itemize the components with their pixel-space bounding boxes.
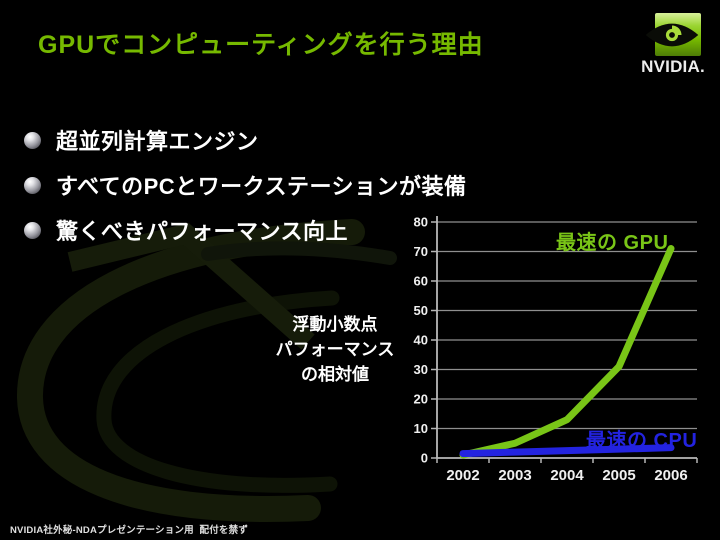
y-axis-title-line: パフォーマンス xyxy=(275,340,395,359)
performance-chart: 0 10 20 30 40 50 60 70 80 2002 2003 2004 2005 2006 xyxy=(414,215,698,484)
slide-title: GPUでコンピューティングを行う理由 xyxy=(38,31,484,59)
cpu-series-label: 最速の CPU xyxy=(586,430,698,452)
svg-text:60: 60 xyxy=(414,274,428,289)
list-item: 超並列計算エンジン xyxy=(24,128,467,154)
sphere-bullet-icon xyxy=(24,131,41,149)
svg-text:20: 20 xyxy=(414,392,428,407)
nvidia-logo-box xyxy=(645,13,701,56)
nvidia-wordmark: NVIDIA. xyxy=(641,57,705,76)
svg-text:2003: 2003 xyxy=(498,467,531,484)
confidentiality-footer: NVIDIA社外秘-NDAプレゼンテーション用 配付を禁ず xyxy=(10,525,249,536)
y-axis-title-line: 浮動小数点 xyxy=(292,315,378,334)
sphere-bullet-icon xyxy=(24,221,41,239)
svg-text:2004: 2004 xyxy=(550,467,584,484)
bullet-list: 超並列計算エンジン すべてのPCとワークステーションが装備 驚くべきパフォーマン… xyxy=(24,128,467,263)
svg-text:40: 40 xyxy=(414,333,428,348)
svg-text:2002: 2002 xyxy=(446,467,479,484)
sphere-bullet-icon xyxy=(24,176,41,194)
list-item: 驚くべきパフォーマンス向上 xyxy=(24,218,467,244)
y-axis-title-line: の相対値 xyxy=(301,365,369,384)
bullet-label: すべてのPCとワークステーションが装備 xyxy=(56,174,467,199)
svg-text:80: 80 xyxy=(414,215,428,230)
svg-text:0: 0 xyxy=(421,451,428,466)
gpu-series-label: 最速の GPU xyxy=(556,232,669,254)
nvidia-eye-icon xyxy=(645,23,699,47)
svg-text:30: 30 xyxy=(414,362,428,377)
svg-text:2005: 2005 xyxy=(602,467,635,484)
svg-text:70: 70 xyxy=(414,244,428,259)
list-item: すべてのPCとワークステーションが装備 xyxy=(24,173,467,199)
bullet-label: 超並列計算エンジン xyxy=(56,129,259,154)
chart-y-axis-title: 浮動小数点 パフォーマンス の相対値 xyxy=(255,312,415,387)
svg-text:10: 10 xyxy=(414,421,428,436)
bullet-label: 驚くべきパフォーマンス向上 xyxy=(56,219,349,244)
nvidia-logo: NVIDIA. xyxy=(634,13,712,77)
svg-text:2006: 2006 xyxy=(654,467,687,484)
svg-text:50: 50 xyxy=(414,303,428,318)
